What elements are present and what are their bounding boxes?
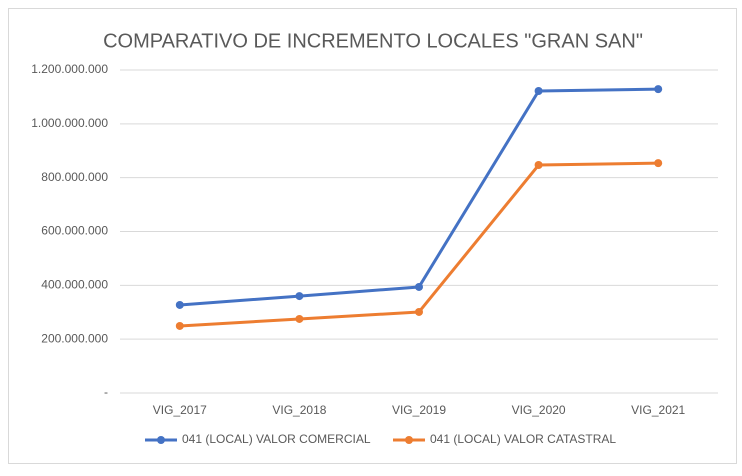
legend-label: 041 (LOCAL) VALOR CATASTRAL [430, 432, 616, 446]
x-tick-label: VIG_2017 [153, 403, 207, 417]
y-tick-label: 1.200.000.000 [31, 62, 108, 76]
y-tick-label: 1.000.000.000 [31, 116, 108, 130]
data-point [175, 321, 184, 330]
x-tick-label: VIG_2019 [392, 403, 446, 417]
y-tick-label: 800.000.000 [41, 170, 108, 184]
y-tick-label: 200.000.000 [41, 331, 108, 345]
legend-label: 041 (LOCAL) VALOR COMERCIAL [182, 432, 371, 446]
data-point [654, 85, 663, 94]
y-tick-label: 600.000.000 [41, 224, 108, 238]
legend-marker [405, 436, 413, 444]
x-tick-label: VIG_2018 [272, 403, 326, 417]
x-tick-label: VIG_2021 [631, 403, 685, 417]
chart-title: COMPARATIVO DE INCREMENTO LOCALES "GRAN … [103, 30, 643, 52]
data-point [534, 86, 543, 95]
data-point [295, 292, 304, 301]
y-tick-label: 400.000.000 [41, 278, 108, 292]
data-point [654, 159, 663, 168]
data-point [534, 161, 543, 170]
chart-frame [8, 8, 737, 464]
data-point [295, 314, 304, 323]
data-point [415, 282, 423, 291]
data-point [415, 307, 423, 316]
legend-marker [157, 436, 165, 444]
x-tick-label: VIG_2020 [512, 403, 566, 417]
y-tick-label: - [104, 385, 108, 399]
data-point [175, 300, 184, 309]
